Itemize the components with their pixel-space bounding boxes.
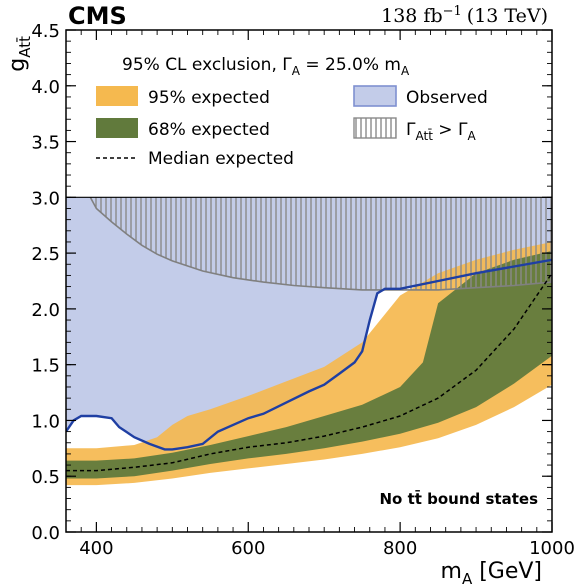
x-tick-label: 600 [231, 538, 265, 559]
x-tick-label: 800 [383, 538, 417, 559]
legend-label-observed: Observed [406, 88, 488, 108]
legend: 95% CL exclusion, ΓA = 25.0% mA 95% expe… [96, 55, 488, 169]
y-tick-label: 4.0 [31, 77, 60, 98]
legend-swatch-95-expected [96, 86, 138, 106]
width-limit-region [90, 197, 552, 290]
width-limit-line [89, 196, 552, 291]
x-tick-label: 1000 [529, 538, 575, 559]
y-tick-label: 3.0 [31, 188, 60, 209]
legend-label-width-limit: ΓAtt̄ > ΓA [406, 120, 476, 143]
y-tick-label: 3.5 [31, 133, 60, 154]
legend-title: 95% CL exclusion, ΓA = 25.0% mA [122, 55, 410, 78]
legend-swatch-68-expected [96, 118, 138, 138]
experiment-label: CMS [68, 2, 127, 30]
legend-swatch-observed [353, 85, 397, 107]
luminosity-label: 138 fb−1 (13 TeV) [381, 4, 548, 27]
median-expected-line [66, 272, 552, 472]
y-tick-label: 1.0 [31, 411, 60, 432]
x-axis-title: mA [GeV] [441, 559, 543, 584]
y-tick-label: 4.5 [31, 21, 60, 42]
observed-limit-line [66, 258, 552, 451]
y-tick-label: 2.5 [31, 244, 60, 265]
x-tick-label: 400 [79, 538, 113, 559]
y-tick-label: 0.0 [31, 523, 60, 544]
legend-label-95-expected: 95% expected [148, 88, 270, 108]
legend-label-68-expected: 68% expected [148, 120, 270, 140]
legend-swatch-width-limit [353, 117, 397, 139]
y-axis-title: gAtt̄ [5, 36, 34, 72]
band-68-expected [66, 250, 552, 479]
annotation-bound-states: No tt̄ bound states [380, 488, 539, 508]
legend-label-median: Median expected [148, 149, 294, 169]
y-tick-label: 1.5 [31, 356, 60, 377]
y-tick-label: 0.5 [31, 467, 60, 488]
legend-background [66, 30, 552, 198]
y-tick-label: 2.0 [31, 300, 60, 321]
